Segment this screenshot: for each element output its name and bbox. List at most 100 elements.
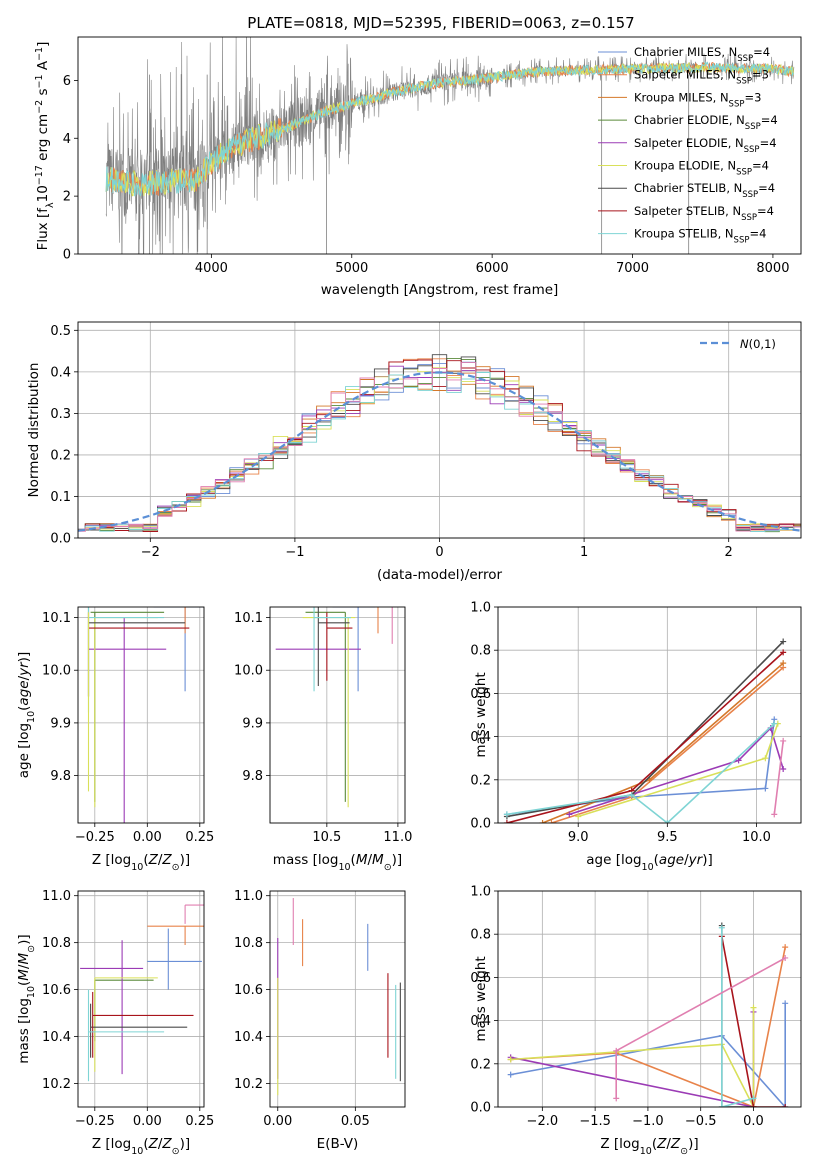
x-tick-label: −0.25 bbox=[75, 830, 115, 845]
x-axis-label: age [log10(age/yr)] bbox=[586, 852, 712, 873]
y-tick-label: 10.1 bbox=[234, 611, 263, 626]
label-part: / bbox=[684, 852, 689, 868]
label-part: 10 bbox=[131, 862, 143, 873]
weight-marker bbox=[718, 924, 725, 931]
x-tick-label: 10.5 bbox=[312, 830, 341, 845]
x-axis-label: mass [log10(M/M⊙)] bbox=[273, 852, 402, 873]
x-tick-label: 6000 bbox=[476, 261, 509, 276]
legend-sub: SSP bbox=[742, 190, 758, 200]
weight-marker bbox=[782, 1000, 789, 1007]
axes-frame bbox=[497, 606, 802, 824]
y-tick-label: 0.2 bbox=[470, 773, 491, 788]
y-tick-label: 0.3 bbox=[50, 407, 71, 422]
weight-marker bbox=[750, 1104, 757, 1107]
label-part: 10 bbox=[642, 862, 654, 873]
weight-marker bbox=[780, 766, 787, 772]
x-tick-label: 0.05 bbox=[341, 1114, 370, 1129]
label-part: / bbox=[158, 852, 163, 868]
legend-tail: =4 bbox=[757, 204, 774, 218]
legend-entry: N(0,1) bbox=[740, 337, 776, 351]
x-tick-label: 4000 bbox=[195, 261, 228, 276]
legend-entry: Kroupa STELIB, NSSP=4 bbox=[634, 227, 766, 246]
weight-marker bbox=[780, 649, 787, 656]
y-tick-label: 0.1 bbox=[50, 490, 71, 505]
y-tick-label: 11.0 bbox=[42, 889, 71, 904]
label-part: yr bbox=[688, 852, 704, 868]
label-part: age [log bbox=[16, 723, 32, 778]
legend-tail: =4 bbox=[753, 45, 770, 59]
weight-marker bbox=[762, 785, 769, 792]
y-tick-label: 10.8 bbox=[42, 936, 71, 951]
legend-text: Chabrier MILES, N bbox=[634, 45, 737, 59]
weight-line bbox=[569, 726, 784, 816]
legend-text: Kroupa STELIB, N bbox=[634, 227, 734, 241]
x-tick-label: 0.25 bbox=[185, 1114, 214, 1129]
legend-entry: Salpeter ELODIE, NSSP=4 bbox=[634, 136, 777, 155]
label-part: M bbox=[372, 852, 384, 868]
label-part: ⊙ bbox=[172, 1146, 180, 1157]
legend-sub: SSP bbox=[737, 54, 753, 64]
legend-text: Kroupa MILES, N bbox=[634, 90, 729, 104]
label-part: Z bbox=[656, 1136, 667, 1152]
label-part: ⊙ bbox=[172, 862, 180, 873]
x-axis-label: E(B-V) bbox=[317, 1136, 359, 1152]
weight-marker bbox=[735, 757, 742, 764]
spectrum-model-line bbox=[105, 61, 794, 197]
label-part: )] bbox=[180, 1136, 191, 1152]
weight-marker bbox=[539, 820, 546, 823]
label-part: ( bbox=[16, 706, 32, 711]
weight-marker bbox=[628, 791, 635, 798]
y-tick-label: 10.2 bbox=[234, 1077, 263, 1092]
weight-marker bbox=[771, 720, 778, 727]
legend-entry: Salpeter MILES, NSSP=3 bbox=[634, 68, 769, 87]
label-part: Z bbox=[148, 1136, 159, 1152]
label-part: ( bbox=[654, 852, 659, 868]
axes-frame bbox=[77, 36, 802, 255]
label-part: ( bbox=[143, 1136, 148, 1152]
legend-entry: Chabrier MILES, NSSP=4 bbox=[634, 45, 770, 64]
x-tick-label: 0.00 bbox=[263, 1114, 292, 1129]
label-part: wavelength [Angstrom, rest frame] bbox=[321, 282, 559, 298]
x-tick-label: 0.00 bbox=[133, 1114, 162, 1129]
axes-frame bbox=[269, 890, 406, 1108]
legend-text: Chabrier STELIB, N bbox=[634, 181, 742, 195]
label-part: −17 bbox=[34, 165, 45, 185]
weight-marker bbox=[782, 954, 789, 961]
label-part: 10 bbox=[131, 1146, 143, 1157]
y-tick-label: 10.2 bbox=[42, 1077, 71, 1092]
y-tick-label: 10.6 bbox=[42, 983, 71, 998]
label-part: Z bbox=[670, 1136, 681, 1152]
x-tick-label: 0.0 bbox=[743, 1114, 764, 1129]
label-part: 10 bbox=[640, 1146, 652, 1157]
label-part: / bbox=[666, 1136, 671, 1152]
label-part: 10 bbox=[338, 862, 350, 873]
legend-text: Salpeter STELIB, N bbox=[634, 204, 741, 218]
legend-entry: Kroupa ELODIE, NSSP=4 bbox=[634, 159, 769, 178]
x-axis-label: Z [log10(Z/Z⊙)] bbox=[92, 1136, 190, 1157]
x-tick-label: −0.5 bbox=[685, 1114, 717, 1129]
label-part: M bbox=[16, 969, 32, 981]
legend-text: Salpeter MILES, N bbox=[634, 68, 736, 82]
label-part: ⊙ bbox=[26, 945, 37, 953]
label-part: s bbox=[35, 88, 51, 99]
label-part: )] bbox=[16, 652, 32, 663]
label-part: erg cm bbox=[35, 114, 51, 165]
legend-text: Kroupa ELODIE, N bbox=[634, 159, 736, 173]
x-tick-label: 0 bbox=[435, 545, 443, 560]
weight-marker bbox=[507, 1071, 514, 1078]
weight-marker bbox=[750, 1004, 757, 1011]
x-tick-label: 11.0 bbox=[383, 830, 412, 845]
weight-marker bbox=[780, 638, 787, 645]
weight-marker bbox=[503, 811, 510, 818]
weight-line bbox=[506, 719, 776, 816]
label-part: )] bbox=[702, 852, 713, 868]
label-part: M bbox=[356, 852, 368, 868]
y-tick-label: 10.6 bbox=[234, 983, 263, 998]
plot-area bbox=[105, 37, 795, 254]
x-tick-label: −0.25 bbox=[75, 1114, 115, 1129]
y-axis-label: Normed distribution bbox=[26, 363, 42, 498]
label-part: / bbox=[367, 852, 372, 868]
axes-frame bbox=[77, 606, 205, 824]
